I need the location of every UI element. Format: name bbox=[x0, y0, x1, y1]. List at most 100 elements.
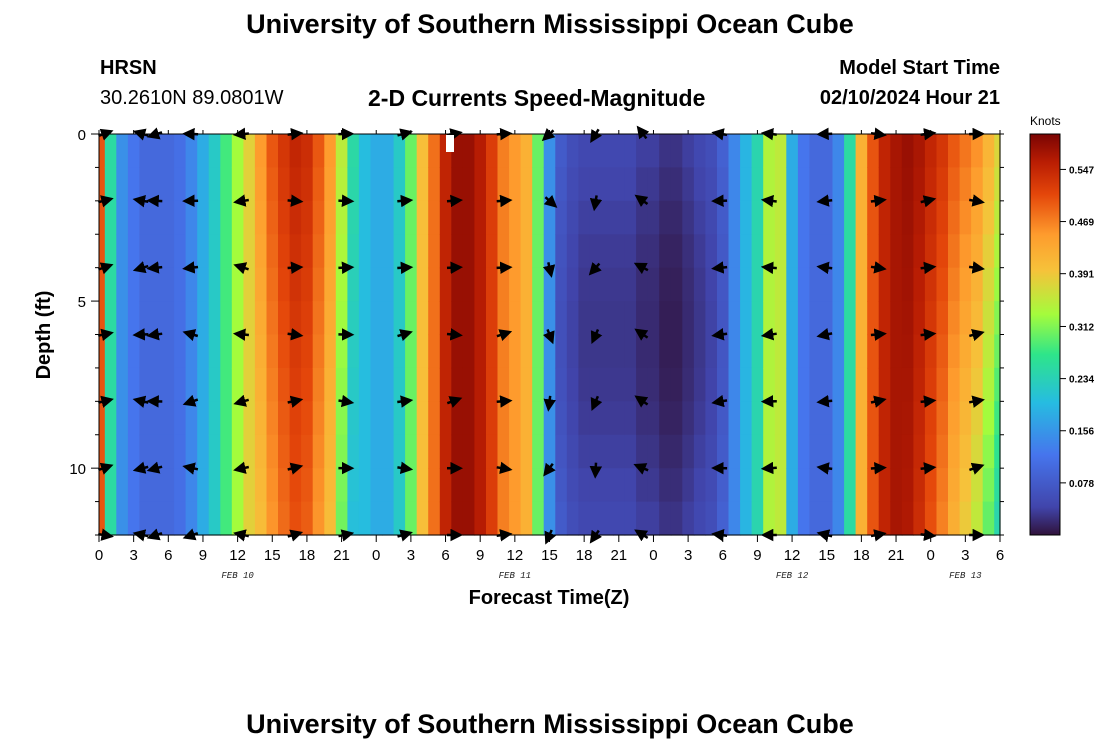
heatmap-cell bbox=[220, 200, 233, 235]
heatmap-cell bbox=[278, 468, 291, 503]
x-tick-label: 6 bbox=[164, 547, 172, 564]
current-arrow bbox=[446, 328, 463, 341]
heatmap-cell bbox=[959, 434, 972, 469]
heatmap-cell bbox=[439, 401, 452, 436]
heatmap-cell bbox=[670, 401, 683, 436]
heatmap-cell bbox=[405, 134, 418, 168]
heatmap-cell bbox=[174, 134, 187, 168]
heatmap-cell bbox=[670, 434, 683, 469]
heatmap-cell bbox=[509, 167, 522, 202]
heatmap-cell bbox=[278, 134, 291, 168]
heatmap-cell bbox=[312, 167, 325, 202]
heatmap-cell bbox=[948, 167, 961, 202]
heatmap-cell bbox=[266, 167, 279, 202]
heatmap-cell bbox=[220, 267, 233, 302]
heatmap-cell bbox=[647, 401, 660, 436]
heatmap-cell bbox=[717, 234, 730, 269]
station-name: HRSN bbox=[100, 57, 157, 79]
heatmap-cell bbox=[151, 501, 164, 536]
heatmap-cell bbox=[682, 267, 695, 302]
heatmap-cell bbox=[185, 434, 198, 469]
heatmap-cell bbox=[601, 234, 614, 269]
heatmap-cell bbox=[451, 167, 464, 202]
heatmap-cell bbox=[751, 134, 764, 168]
heatmap-cell bbox=[786, 301, 799, 336]
heatmap-cell bbox=[439, 267, 452, 302]
heatmap-cell bbox=[774, 167, 787, 202]
heatmap-cell bbox=[740, 134, 753, 168]
heatmap-cell bbox=[162, 401, 175, 436]
heatmap-cell bbox=[254, 334, 268, 369]
heatmap-cell bbox=[821, 468, 834, 503]
heatmap-cell bbox=[509, 134, 522, 168]
x-tick-label: 18 bbox=[299, 547, 316, 564]
heatmap-cell bbox=[393, 134, 406, 168]
heatmap-cell bbox=[127, 401, 141, 436]
heatmap-cell bbox=[613, 234, 626, 269]
heatmap-cell bbox=[312, 468, 325, 503]
heatmap-cell bbox=[231, 267, 244, 302]
x-tick-label: 0 bbox=[372, 547, 380, 564]
heatmap-cell bbox=[532, 167, 545, 202]
heatmap-cell bbox=[405, 401, 418, 436]
heatmap-cell bbox=[844, 234, 857, 269]
heatmap-cell bbox=[647, 367, 660, 402]
heatmap-cell bbox=[428, 434, 441, 469]
heatmap-cell bbox=[162, 167, 175, 202]
heatmap-cell bbox=[693, 434, 707, 469]
current-arrow bbox=[760, 261, 777, 275]
heatmap-cell bbox=[878, 301, 891, 336]
heatmap-cell bbox=[809, 468, 822, 503]
current-arrow bbox=[542, 262, 556, 278]
heatmap-cell bbox=[324, 334, 337, 369]
heatmap-cell bbox=[301, 234, 314, 269]
heatmap-cell bbox=[809, 200, 822, 235]
heatmap-cell bbox=[613, 267, 626, 302]
heatmap-cell bbox=[948, 200, 961, 235]
heatmap-cell bbox=[832, 367, 845, 402]
heatmap-cell bbox=[636, 401, 649, 436]
heatmap-cell bbox=[763, 134, 776, 168]
heatmap-cell bbox=[589, 434, 603, 469]
heatmap-cell bbox=[682, 401, 695, 436]
heatmap-cell bbox=[231, 501, 244, 536]
heatmap-cell bbox=[208, 434, 221, 469]
heatmap-cell bbox=[324, 401, 337, 436]
heatmap-cell bbox=[301, 267, 314, 302]
current-arrow bbox=[496, 461, 513, 475]
heatmap-cell bbox=[104, 234, 117, 269]
x-tick-label: 12 bbox=[784, 547, 801, 564]
heatmap-cell bbox=[786, 134, 799, 168]
heatmap-cell bbox=[601, 367, 614, 402]
current-arrow bbox=[132, 328, 149, 341]
y-axis-label: Depth (ft) bbox=[33, 291, 55, 380]
heatmap-cell bbox=[428, 200, 441, 235]
heatmap-cell bbox=[647, 267, 660, 302]
heatmap-cell bbox=[370, 200, 383, 235]
heatmap-cell bbox=[416, 501, 429, 536]
heatmap-cell bbox=[786, 167, 799, 202]
heatmap-cell bbox=[520, 334, 533, 369]
heatmap-cell bbox=[717, 301, 730, 336]
colorbar-units: Knots bbox=[1030, 114, 1061, 128]
current-arrow bbox=[968, 261, 985, 274]
heatmap-cell bbox=[139, 167, 152, 202]
heatmap-cell bbox=[844, 501, 857, 536]
heatmap-cell bbox=[936, 200, 949, 235]
heatmap-cell bbox=[924, 234, 938, 269]
heatmap-cell bbox=[555, 267, 568, 302]
heatmap-cell bbox=[509, 234, 522, 269]
heatmap-cell bbox=[416, 267, 429, 302]
heatmap-cell bbox=[509, 367, 522, 402]
heatmap-cell bbox=[301, 301, 314, 336]
heatmap-cell bbox=[243, 134, 256, 168]
current-arrow bbox=[397, 194, 414, 208]
y-tick-label: 0 bbox=[78, 127, 86, 144]
current-arrow bbox=[287, 462, 304, 475]
heatmap-cell bbox=[948, 468, 961, 503]
heatmap-cell bbox=[797, 134, 811, 168]
heatmap-cell bbox=[890, 501, 903, 536]
heatmap-cell bbox=[197, 401, 210, 436]
heatmap-cell bbox=[797, 167, 811, 202]
heatmap-cell bbox=[151, 301, 164, 336]
